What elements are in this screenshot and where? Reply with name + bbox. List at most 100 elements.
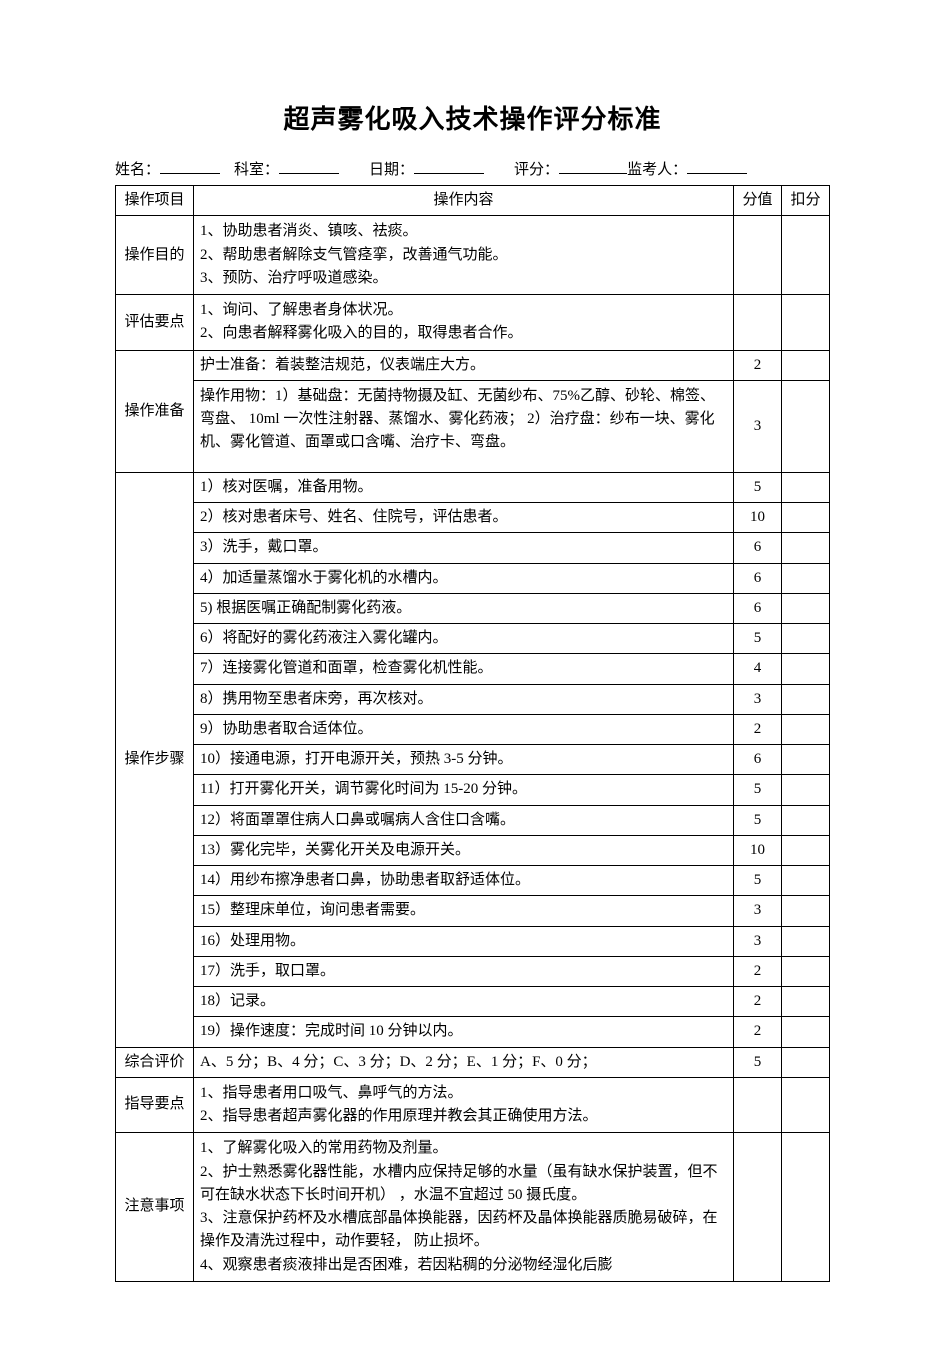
step-deduct-13[interactable] bbox=[782, 835, 830, 865]
step-content-19: 19）操作速度：完成时间 10 分钟以内。 bbox=[194, 1017, 734, 1047]
date-field[interactable] bbox=[414, 157, 484, 174]
guidance-row: 指导要点 1、指导患者用口吸气、鼻呼气的方法。 2、指导患者超声雾化器的作用原理… bbox=[116, 1077, 830, 1133]
step-score-18: 2 bbox=[734, 987, 782, 1017]
name-field[interactable] bbox=[160, 157, 220, 174]
purpose-label: 操作目的 bbox=[116, 216, 194, 295]
score-field[interactable] bbox=[559, 157, 627, 174]
step-content-11: 11）打开雾化开关，调节雾化时间为 15-20 分钟。 bbox=[194, 775, 734, 805]
step-deduct-11[interactable] bbox=[782, 775, 830, 805]
guidance-score bbox=[734, 1077, 782, 1133]
step-deduct-18[interactable] bbox=[782, 987, 830, 1017]
guidance-label: 指导要点 bbox=[116, 1077, 194, 1133]
step-row-18: 18）记录。2 bbox=[116, 987, 830, 1017]
step-deduct-15[interactable] bbox=[782, 896, 830, 926]
step-row-16: 16）处理用物。3 bbox=[116, 926, 830, 956]
purpose-content: 1、协助患者消炎、镇咳、祛痰。 2、帮助患者解除支气管痉挛，改善通气功能。 3、… bbox=[194, 216, 734, 295]
step-content-8: 8）携用物至患者床旁，再次核对。 bbox=[194, 684, 734, 714]
step-deduct-9[interactable] bbox=[782, 714, 830, 744]
purpose-score bbox=[734, 216, 782, 295]
step-row-12: 12）将面罩罩住病人口鼻或嘱病人含住口含嘴。5 bbox=[116, 805, 830, 835]
caution-line-1: 1、了解雾化吸入的常用药物及剂量。 bbox=[200, 1137, 727, 1160]
purpose-line-1: 1、协助患者消炎、镇咳、祛痰。 bbox=[200, 220, 727, 243]
step-deduct-7[interactable] bbox=[782, 654, 830, 684]
date-label: 日期： bbox=[369, 159, 414, 182]
purpose-row: 操作目的 1、协助患者消炎、镇咳、祛痰。 2、帮助患者解除支气管痉挛，改善通气功… bbox=[116, 216, 830, 295]
step-score-15: 3 bbox=[734, 896, 782, 926]
step-score-17: 2 bbox=[734, 956, 782, 986]
step-content-13: 13）雾化完毕，关雾化开关及电源开关。 bbox=[194, 835, 734, 865]
prep-deduct-2[interactable] bbox=[782, 380, 830, 472]
caution-content: 1、了解雾化吸入的常用药物及剂量。 2、护士熟悉雾化器性能，水槽内应保持足够的水… bbox=[194, 1133, 734, 1282]
step-content-12: 12）将面罩罩住病人口鼻或嘱病人含住口含嘴。 bbox=[194, 805, 734, 835]
overall-score: 5 bbox=[734, 1047, 782, 1077]
step-content-16: 16）处理用物。 bbox=[194, 926, 734, 956]
step-row-15: 15）整理床单位，询问患者需要。3 bbox=[116, 896, 830, 926]
caution-line-3: 3、注意保护药杯及水槽底部晶体换能器，因药杯及晶体换能器质脆易破碎，在操作及清洗… bbox=[200, 1207, 727, 1254]
assess-row: 评估要点 1、询问、了解患者身体状况。 2、向患者解释雾化吸入的目的，取得患者合… bbox=[116, 295, 830, 351]
dept-field[interactable] bbox=[279, 157, 339, 174]
step-content-10: 10）接通电源，打开电源开关，预热 3-5 分钟。 bbox=[194, 745, 734, 775]
step-score-12: 5 bbox=[734, 805, 782, 835]
step-deduct-17[interactable] bbox=[782, 956, 830, 986]
purpose-line-2: 2、帮助患者解除支气管痉挛，改善通气功能。 bbox=[200, 244, 727, 267]
overall-deduct[interactable] bbox=[782, 1047, 830, 1077]
step-deduct-4[interactable] bbox=[782, 563, 830, 593]
step-score-19: 2 bbox=[734, 1017, 782, 1047]
step-deduct-14[interactable] bbox=[782, 866, 830, 896]
step-deduct-10[interactable] bbox=[782, 745, 830, 775]
prep-row-1: 操作准备 护士准备：着装整洁规范，仪表端庄大方。 2 bbox=[116, 350, 830, 380]
caution-line-2: 2、护士熟悉雾化器性能，水槽内应保持足够的水量（虽有缺水保护装置，但不可在缺水状… bbox=[200, 1161, 727, 1208]
assess-score bbox=[734, 295, 782, 351]
step-content-9: 9）协助患者取合适体位。 bbox=[194, 714, 734, 744]
examiner-field[interactable] bbox=[687, 157, 747, 174]
step-score-9: 2 bbox=[734, 714, 782, 744]
examiner-label: 监考人： bbox=[627, 159, 687, 182]
step-deduct-5[interactable] bbox=[782, 593, 830, 623]
step-score-10: 6 bbox=[734, 745, 782, 775]
prep-deduct-1[interactable] bbox=[782, 350, 830, 380]
step-score-4: 6 bbox=[734, 563, 782, 593]
caution-label: 注意事项 bbox=[116, 1133, 194, 1282]
step-row-3: 3）洗手，戴口罩。6 bbox=[116, 533, 830, 563]
assess-deduct[interactable] bbox=[782, 295, 830, 351]
caution-line-4: 4、观察患者痰液排出是否困难，若因粘稠的分泌物经湿化后膨 bbox=[200, 1254, 727, 1277]
step-content-2: 2）核对患者床号、姓名、住院号，评估患者。 bbox=[194, 503, 734, 533]
step-deduct-16[interactable] bbox=[782, 926, 830, 956]
step-row-9: 9）协助患者取合适体位。2 bbox=[116, 714, 830, 744]
prep-score-1: 2 bbox=[734, 350, 782, 380]
step-score-16: 3 bbox=[734, 926, 782, 956]
assess-line-1: 1、询问、了解患者身体状况。 bbox=[200, 299, 727, 322]
step-score-1: 5 bbox=[734, 472, 782, 502]
step-row-1: 操作步骤 1）核对医嘱，准备用物。 5 bbox=[116, 472, 830, 502]
step-deduct-6[interactable] bbox=[782, 624, 830, 654]
col-content: 操作内容 bbox=[194, 186, 734, 216]
form-header: 姓名： 科室： 日期： 评分： 监考人： bbox=[115, 157, 830, 181]
step-row-4: 4）加适量蒸馏水于雾化机的水槽内。6 bbox=[116, 563, 830, 593]
step-row-11: 11）打开雾化开关，调节雾化时间为 15-20 分钟。5 bbox=[116, 775, 830, 805]
caution-deduct[interactable] bbox=[782, 1133, 830, 1282]
assess-content: 1、询问、了解患者身体状况。 2、向患者解释雾化吸入的目的，取得患者合作。 bbox=[194, 295, 734, 351]
step-score-6: 5 bbox=[734, 624, 782, 654]
step-deduct-12[interactable] bbox=[782, 805, 830, 835]
purpose-deduct[interactable] bbox=[782, 216, 830, 295]
step-score-13: 10 bbox=[734, 835, 782, 865]
prep-row-2: 操作用物：1）基础盘：无菌持物摄及缸、无菌纱布、75%乙醇、砂轮、棉签、弯盘、 … bbox=[116, 380, 830, 472]
caution-score bbox=[734, 1133, 782, 1282]
col-deduct: 扣分 bbox=[782, 186, 830, 216]
step-row-6: 6）将配好的雾化药液注入雾化罐内。5 bbox=[116, 624, 830, 654]
step-row-19: 19）操作速度：完成时间 10 分钟以内。2 bbox=[116, 1017, 830, 1047]
dept-label: 科室： bbox=[234, 159, 279, 182]
step-deduct-19[interactable] bbox=[782, 1017, 830, 1047]
step-content-18: 18）记录。 bbox=[194, 987, 734, 1017]
scoring-table: 操作项目 操作内容 分值 扣分 操作目的 1、协助患者消炎、镇咳、祛痰。 2、帮… bbox=[115, 185, 830, 1282]
step-deduct-3[interactable] bbox=[782, 533, 830, 563]
step-deduct-2[interactable] bbox=[782, 503, 830, 533]
guidance-deduct[interactable] bbox=[782, 1077, 830, 1133]
overall-row: 综合评价 A、5 分；B、4 分；C、3 分；D、2 分；E、1 分；F、0 分… bbox=[116, 1047, 830, 1077]
overall-content: A、5 分；B、4 分；C、3 分；D、2 分；E、1 分；F、0 分； bbox=[194, 1047, 734, 1077]
step-row-14: 14）用纱布擦净患者口鼻，协助患者取舒适体位。5 bbox=[116, 866, 830, 896]
step-content-14: 14）用纱布擦净患者口鼻，协助患者取舒适体位。 bbox=[194, 866, 734, 896]
step-deduct-1[interactable] bbox=[782, 472, 830, 502]
step-deduct-8[interactable] bbox=[782, 684, 830, 714]
step-content-17: 17）洗手，取口罩。 bbox=[194, 956, 734, 986]
